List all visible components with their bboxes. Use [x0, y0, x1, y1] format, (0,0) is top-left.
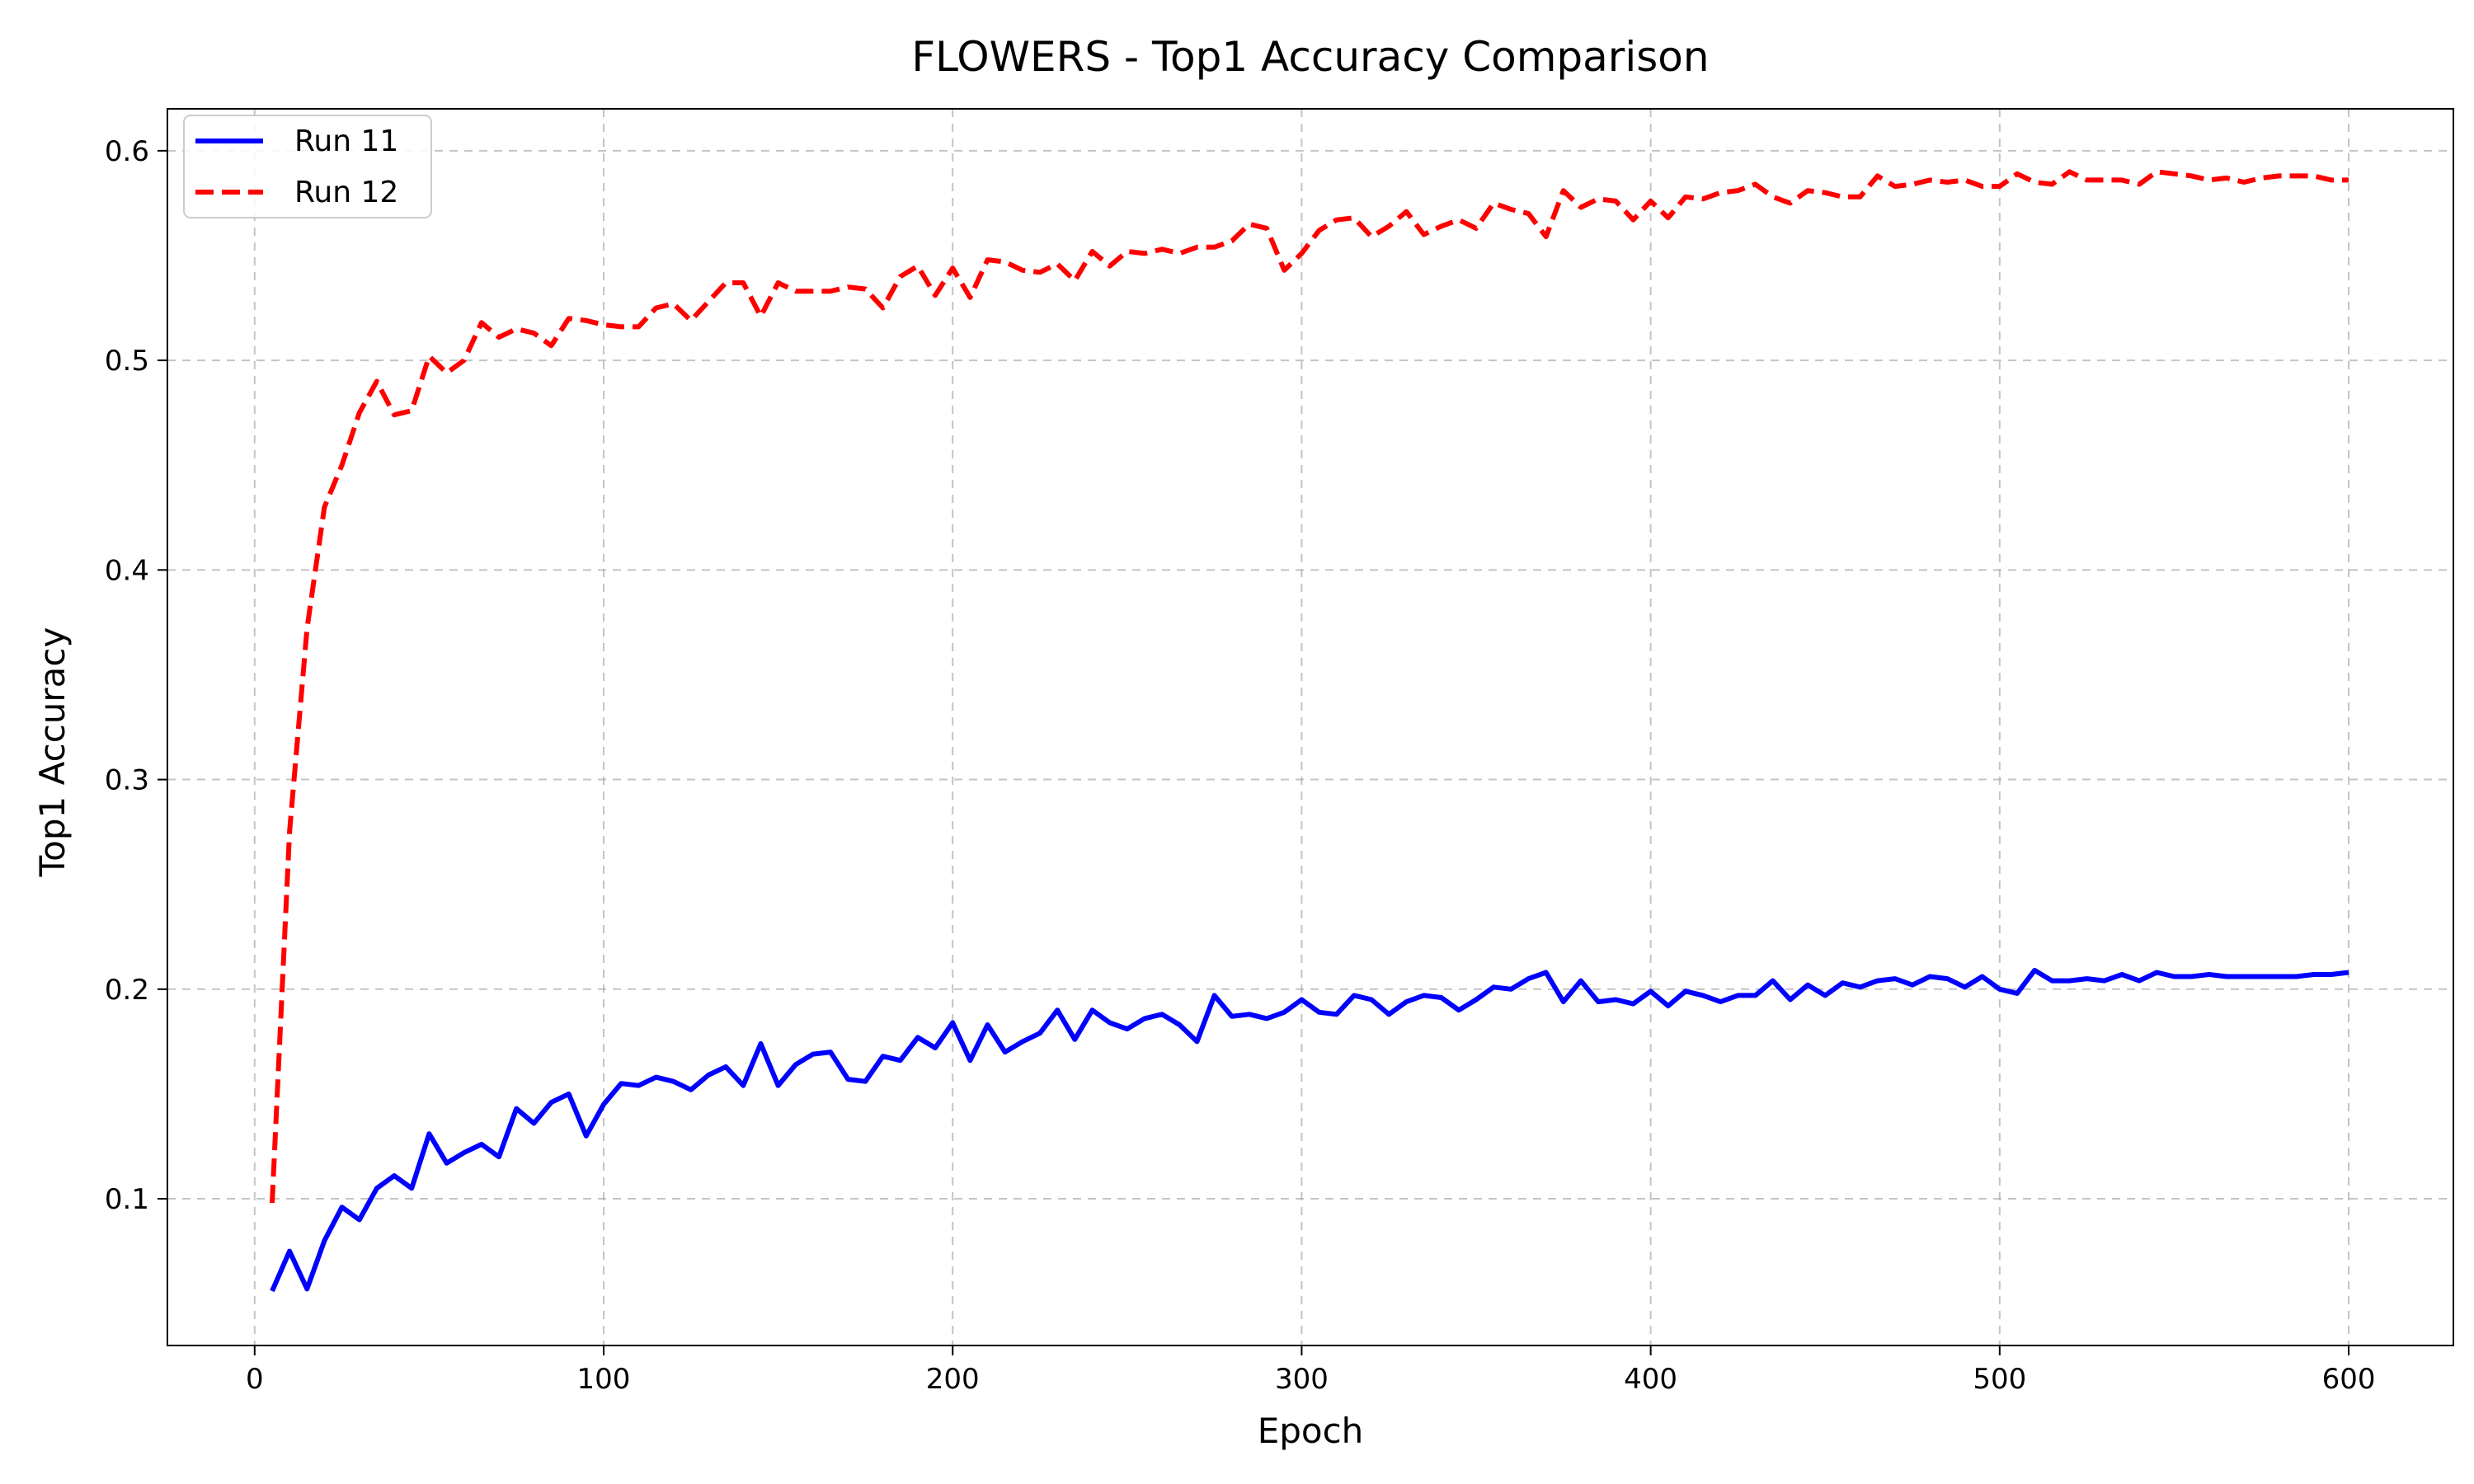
y-axis: 0.1 0.2 0.3 0.4 0.5 0.6	[105, 135, 167, 1216]
y-tick-label: 0.2	[105, 974, 149, 1007]
x-tick-label: 600	[2322, 1363, 2376, 1396]
y-tick-label: 0.4	[105, 554, 149, 587]
x-tick-label: 200	[926, 1363, 980, 1396]
y-axis-label: Top1 Accuracy	[32, 627, 73, 878]
x-tick-label: 300	[1275, 1363, 1329, 1396]
x-axis-label: Epoch	[1258, 1411, 1364, 1451]
y-tick-label: 0.6	[105, 135, 149, 168]
chart-title: FLOWERS - Top1 Accuracy Comparison	[911, 33, 1709, 81]
y-tick-label: 0.1	[105, 1183, 149, 1216]
legend-label-1: Run 11	[294, 124, 398, 158]
y-tick-label: 0.5	[105, 345, 149, 378]
series-line-2	[270, 169, 2349, 1204]
series-group	[270, 169, 2349, 1293]
x-axis: 0 100 200 300 400 500 600	[246, 1345, 2376, 1396]
y-tick-label: 0.3	[105, 764, 149, 797]
x-tick-label: 100	[577, 1363, 631, 1396]
series-line-1	[270, 967, 2349, 1293]
legend: Run 11 Run 12	[183, 115, 432, 218]
legend-label-2: Run 12	[294, 176, 398, 209]
x-tick-label: 0	[246, 1363, 264, 1396]
grid	[167, 109, 2453, 1345]
plot-frame	[167, 108, 2454, 1346]
x-tick-label: 500	[1973, 1363, 2026, 1396]
x-tick-label: 400	[1624, 1363, 1677, 1396]
